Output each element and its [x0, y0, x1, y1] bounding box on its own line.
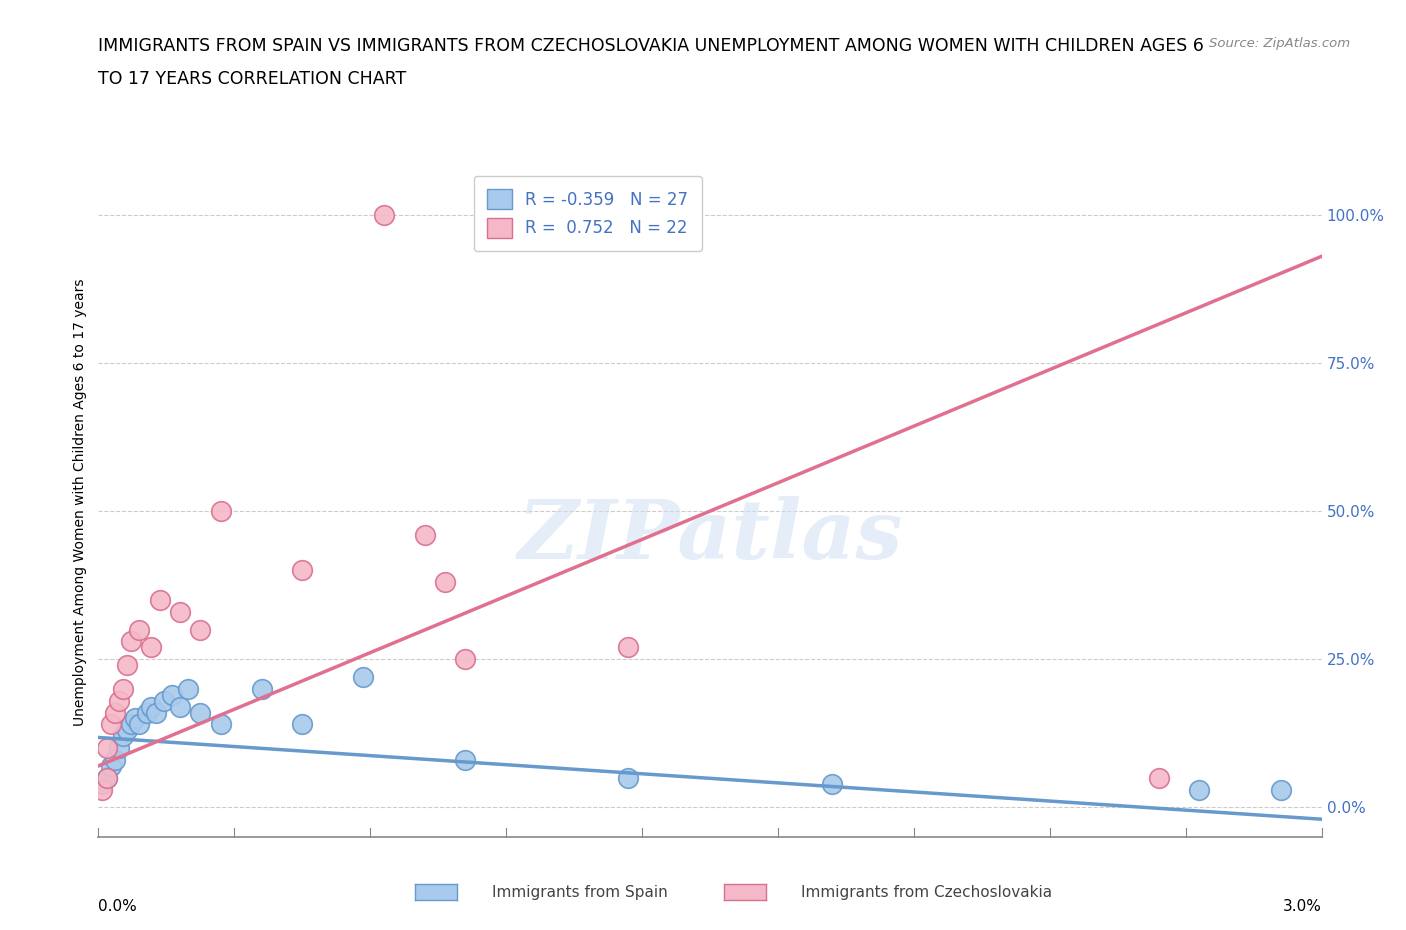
Point [96, 740, 118, 755]
Point [104, 705, 127, 720]
Point [100, 717, 122, 732]
Point [188, 622, 212, 637]
Point [136, 705, 159, 720]
Point [821, 777, 844, 791]
Point [111, 729, 134, 744]
Point [291, 563, 314, 578]
Point [108, 693, 131, 708]
Point [209, 717, 232, 732]
Point [96, 770, 118, 785]
Point [152, 693, 174, 708]
Point [433, 575, 456, 590]
Point [169, 699, 191, 714]
Point [91, 782, 114, 797]
Point [454, 752, 477, 767]
Point [1270, 782, 1292, 797]
Point [250, 682, 273, 697]
Point [352, 670, 374, 684]
Point [124, 711, 146, 726]
Point [160, 687, 183, 702]
Text: 3.0%: 3.0% [1282, 898, 1322, 913]
Point [617, 770, 640, 785]
Point [413, 527, 436, 542]
Point [91, 777, 114, 791]
Text: Immigrants from Spain: Immigrants from Spain [492, 885, 668, 900]
Point [115, 658, 138, 672]
Point [108, 740, 131, 755]
Point [169, 604, 191, 619]
Text: Immigrants from Czechoslovakia: Immigrants from Czechoslovakia [801, 885, 1053, 900]
Point [1147, 770, 1170, 785]
Point [120, 717, 142, 732]
Y-axis label: Unemployment Among Women with Children Ages 6 to 17 years: Unemployment Among Women with Children A… [73, 278, 87, 726]
Point [104, 752, 127, 767]
Point [128, 717, 150, 732]
Point [188, 705, 212, 720]
Point [141, 640, 163, 655]
Text: TO 17 YEARS CORRELATION CHART: TO 17 YEARS CORRELATION CHART [98, 70, 406, 87]
Point [1188, 782, 1211, 797]
Text: Source: ZipAtlas.com: Source: ZipAtlas.com [1209, 37, 1350, 50]
Point [149, 592, 172, 607]
Point [145, 705, 167, 720]
Point [141, 699, 163, 714]
Point [100, 759, 122, 774]
Legend: R = -0.359   N = 27, R =  0.752   N = 22: R = -0.359 N = 27, R = 0.752 N = 22 [474, 176, 702, 251]
Point [115, 723, 138, 737]
Text: IMMIGRANTS FROM SPAIN VS IMMIGRANTS FROM CZECHOSLOVAKIA UNEMPLOYMENT AMONG WOMEN: IMMIGRANTS FROM SPAIN VS IMMIGRANTS FROM… [98, 37, 1205, 55]
Point [617, 640, 640, 655]
Text: 0.0%: 0.0% [98, 898, 138, 913]
Point [128, 622, 150, 637]
Point [373, 207, 395, 222]
Point [209, 504, 232, 519]
Text: ZIPatlas: ZIPatlas [517, 496, 903, 576]
Point [120, 634, 142, 649]
Point [96, 770, 118, 785]
Point [177, 682, 200, 697]
Point [291, 717, 314, 732]
Point [454, 652, 477, 667]
Point [111, 682, 134, 697]
